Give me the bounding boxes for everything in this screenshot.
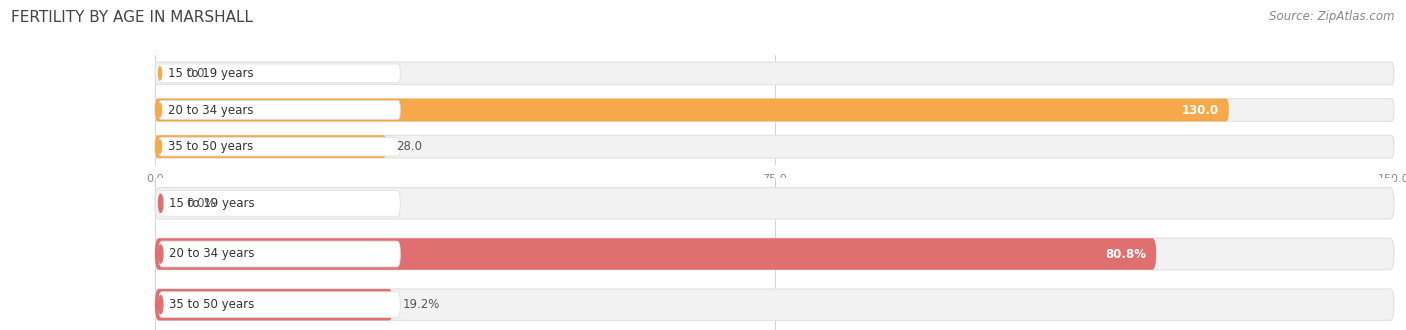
Circle shape bbox=[159, 67, 162, 80]
FancyBboxPatch shape bbox=[155, 188, 1393, 219]
Text: 130.0: 130.0 bbox=[1182, 104, 1219, 116]
FancyBboxPatch shape bbox=[159, 190, 401, 216]
Circle shape bbox=[159, 296, 163, 314]
FancyBboxPatch shape bbox=[159, 101, 401, 119]
Text: 20 to 34 years: 20 to 34 years bbox=[169, 248, 254, 260]
FancyBboxPatch shape bbox=[155, 289, 392, 320]
Text: 15 to 19 years: 15 to 19 years bbox=[169, 197, 254, 210]
FancyBboxPatch shape bbox=[155, 135, 387, 158]
FancyBboxPatch shape bbox=[155, 135, 387, 158]
FancyBboxPatch shape bbox=[155, 289, 392, 320]
FancyBboxPatch shape bbox=[159, 64, 401, 82]
Circle shape bbox=[159, 140, 162, 153]
FancyBboxPatch shape bbox=[155, 99, 1229, 121]
FancyBboxPatch shape bbox=[155, 135, 1393, 158]
Circle shape bbox=[159, 104, 162, 116]
Text: 0.0%: 0.0% bbox=[186, 197, 215, 210]
Text: 80.8%: 80.8% bbox=[1105, 248, 1146, 260]
FancyBboxPatch shape bbox=[155, 62, 1393, 85]
Text: FERTILITY BY AGE IN MARSHALL: FERTILITY BY AGE IN MARSHALL bbox=[11, 10, 253, 25]
Text: 19.2%: 19.2% bbox=[402, 298, 440, 311]
Circle shape bbox=[159, 194, 163, 212]
FancyBboxPatch shape bbox=[155, 99, 1229, 121]
FancyBboxPatch shape bbox=[155, 238, 1156, 270]
Text: 35 to 50 years: 35 to 50 years bbox=[167, 140, 253, 153]
Text: Source: ZipAtlas.com: Source: ZipAtlas.com bbox=[1270, 10, 1395, 23]
FancyBboxPatch shape bbox=[159, 137, 401, 156]
FancyBboxPatch shape bbox=[155, 238, 1393, 270]
FancyBboxPatch shape bbox=[159, 292, 401, 317]
Text: 15 to 19 years: 15 to 19 years bbox=[167, 67, 253, 80]
FancyBboxPatch shape bbox=[155, 289, 1393, 320]
FancyBboxPatch shape bbox=[155, 99, 1393, 121]
Text: 35 to 50 years: 35 to 50 years bbox=[169, 298, 254, 311]
Text: 20 to 34 years: 20 to 34 years bbox=[167, 104, 253, 116]
Text: 0.0: 0.0 bbox=[186, 67, 204, 80]
Text: 28.0: 28.0 bbox=[396, 140, 422, 153]
FancyBboxPatch shape bbox=[159, 241, 401, 267]
FancyBboxPatch shape bbox=[155, 238, 1156, 270]
Circle shape bbox=[159, 245, 163, 263]
